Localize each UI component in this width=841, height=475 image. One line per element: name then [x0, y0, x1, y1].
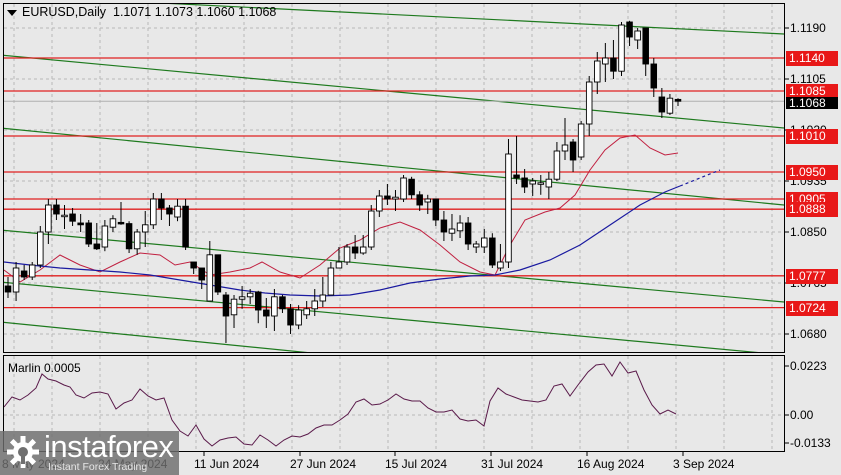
time-tick-label: 11 Jun 2024: [194, 457, 260, 471]
marlin-oscillator-line: [4, 361, 677, 447]
level-price-tag: 1.0724: [786, 300, 838, 316]
time-tick-label: 3 Sep 2024: [673, 457, 735, 471]
oscillator-title: Marlin 0.0005: [8, 361, 81, 375]
price-tick-label: 1.0680: [790, 327, 827, 341]
grid: [4, 4, 784, 352]
level-price-tag: 1.1010: [786, 129, 838, 144]
instaforex-watermark: instaforex Instant Forex Trading: [0, 429, 179, 475]
moving-averages: [4, 134, 721, 297]
collapse-triangle-icon[interactable]: [7, 9, 17, 16]
level-price-tag: 1.1085: [786, 84, 838, 99]
oscillator-tick-label: 0.00: [790, 408, 814, 422]
gear-logo-icon: [7, 436, 39, 468]
time-tick-label: 31 Jul 2024: [481, 457, 544, 471]
trend-channel-lines: [4, 4, 784, 352]
level-price-tag: 1.0777: [786, 268, 838, 284]
level-price-tag: 1.0888: [786, 202, 838, 218]
watermark-brand: instaforex: [44, 429, 174, 464]
chart-header: EURUSD,Daily 1.1071 1.1073 1.1060 1.1068: [7, 5, 276, 19]
time-tick-label: 16 Aug 2024: [577, 457, 645, 471]
price-tick-label: 1.1190: [790, 21, 826, 35]
ohlc-values: 1.1071 1.1073 1.1060 1.1068: [113, 5, 277, 19]
price-tick-label: 1.0850: [790, 225, 827, 239]
time-tick-label: 27 Jun 2024: [290, 457, 357, 471]
price-tick-label: 1.1105: [790, 72, 826, 86]
symbol-label: EURUSD,Daily: [22, 5, 107, 19]
oscillator-tick-label: 0.0223: [790, 359, 827, 373]
current-price-tag: 1.1068: [786, 97, 838, 110]
candlesticks: [4, 20, 682, 343]
oscillator-tick-label: -0.0133: [790, 436, 831, 450]
watermark-tagline: Instant Forex Trading: [48, 461, 148, 473]
time-tick-label: 15 Jul 2024: [385, 457, 448, 471]
level-price-tag: 1.0950: [786, 165, 838, 180]
horizontal-levels: [4, 57, 784, 309]
level-price-tag: 1.1140: [786, 51, 838, 66]
